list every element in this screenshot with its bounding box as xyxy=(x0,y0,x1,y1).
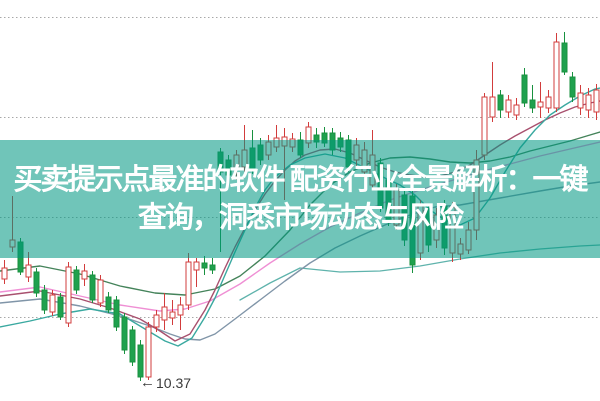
candle xyxy=(553,33,560,112)
candle xyxy=(585,88,592,118)
promo-banner-overlay: 买卖提示点最准的软件 配资行业全景解析：一键 查询，洞悉市场动态与风险 xyxy=(0,140,600,258)
candle xyxy=(41,285,48,314)
candle xyxy=(209,258,216,274)
candle xyxy=(137,340,144,381)
candle xyxy=(161,293,168,330)
candle xyxy=(513,98,520,120)
candle xyxy=(545,90,552,113)
candle xyxy=(73,266,80,294)
banner-title-line-2: 查询，洞悉市场动态与风险 xyxy=(137,202,464,234)
low-price-value: 10.37 xyxy=(156,374,192,391)
candle xyxy=(193,258,200,287)
candle xyxy=(145,322,152,380)
candle xyxy=(129,326,136,366)
candle xyxy=(57,293,64,320)
candle xyxy=(89,271,96,303)
candle xyxy=(153,310,160,332)
low-price-label: ← 10.37 xyxy=(140,374,191,391)
candle xyxy=(593,84,600,120)
candle xyxy=(113,296,120,331)
candle xyxy=(569,72,576,102)
candle xyxy=(97,275,104,307)
candle xyxy=(497,90,504,118)
candle xyxy=(505,95,512,118)
candle xyxy=(65,262,72,327)
candle xyxy=(537,82,544,118)
candle xyxy=(49,290,56,316)
candle xyxy=(121,313,128,354)
candle xyxy=(81,264,88,286)
candle xyxy=(201,256,208,275)
candle xyxy=(105,292,112,313)
candle xyxy=(577,85,584,115)
candle xyxy=(177,297,184,330)
banner-title-line-1: 买卖提示点最准的软件 配资行业全景解析：一键 xyxy=(13,163,588,196)
candle xyxy=(521,68,528,107)
candle xyxy=(529,85,536,113)
left-arrow-icon: ← xyxy=(140,374,155,391)
candle xyxy=(185,253,192,310)
candle xyxy=(489,62,496,122)
candle xyxy=(33,268,40,297)
candle xyxy=(169,300,176,325)
candle xyxy=(1,260,8,284)
candle xyxy=(561,32,568,75)
